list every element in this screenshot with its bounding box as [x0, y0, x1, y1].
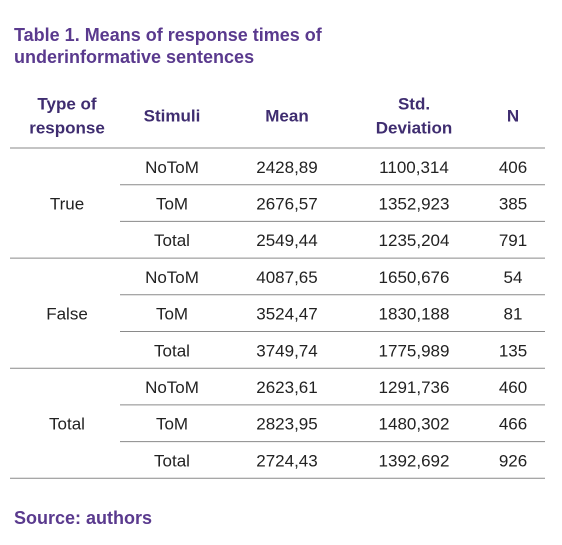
- source: Source: authors: [14, 508, 152, 528]
- cell: 4087,65: [256, 268, 317, 287]
- cell: NoToM: [145, 268, 199, 287]
- cell: 406: [499, 158, 527, 177]
- cell: 135: [499, 341, 527, 360]
- cell: 1235,204: [379, 231, 450, 250]
- column-header: Mean: [265, 106, 308, 125]
- cell: ToM: [156, 195, 188, 214]
- cell: 1100,314: [379, 158, 449, 177]
- cell: 81: [504, 305, 523, 324]
- cell: Total: [154, 451, 190, 470]
- cell: 2549,44: [256, 231, 317, 250]
- cell: ToM: [156, 305, 188, 324]
- cell: 2724,43: [256, 451, 317, 470]
- cell: 460: [499, 378, 527, 397]
- column-header: Stimuli: [144, 106, 201, 125]
- column-header: response: [29, 118, 105, 137]
- column-header: Std.: [398, 94, 430, 113]
- column-header: Deviation: [376, 118, 453, 137]
- cell: 54: [504, 268, 523, 287]
- cell: 791: [499, 231, 527, 250]
- cell: 1291,736: [379, 378, 450, 397]
- group-label: False: [46, 305, 88, 324]
- cell: 2823,95: [256, 415, 317, 434]
- cell: ToM: [156, 415, 188, 434]
- cell: 2676,57: [256, 195, 317, 214]
- table-title: underinformative sentences: [14, 47, 254, 67]
- cell: NoToM: [145, 158, 199, 177]
- group-label: Total: [49, 415, 85, 434]
- cell: 3749,74: [256, 341, 317, 360]
- column-header: N: [507, 106, 519, 125]
- cell: NoToM: [145, 378, 199, 397]
- cell: 1392,692: [379, 451, 450, 470]
- cell: 926: [499, 451, 527, 470]
- cell: 466: [499, 415, 527, 434]
- cell: 1830,188: [379, 305, 450, 324]
- cell: 3524,47: [256, 305, 317, 324]
- cell: 1480,302: [379, 415, 450, 434]
- column-header: Type of: [37, 94, 97, 113]
- cell: 1352,923: [379, 195, 450, 214]
- cell: Total: [154, 341, 190, 360]
- cell: Total: [154, 231, 190, 250]
- cell: 385: [499, 195, 527, 214]
- table-title: Table 1. Means of response times of: [14, 25, 323, 45]
- cell: 1650,676: [379, 268, 450, 287]
- cell: 2623,61: [256, 378, 317, 397]
- group-label: True: [50, 195, 84, 214]
- cell: 1775,989: [379, 341, 450, 360]
- cell: 2428,89: [256, 158, 317, 177]
